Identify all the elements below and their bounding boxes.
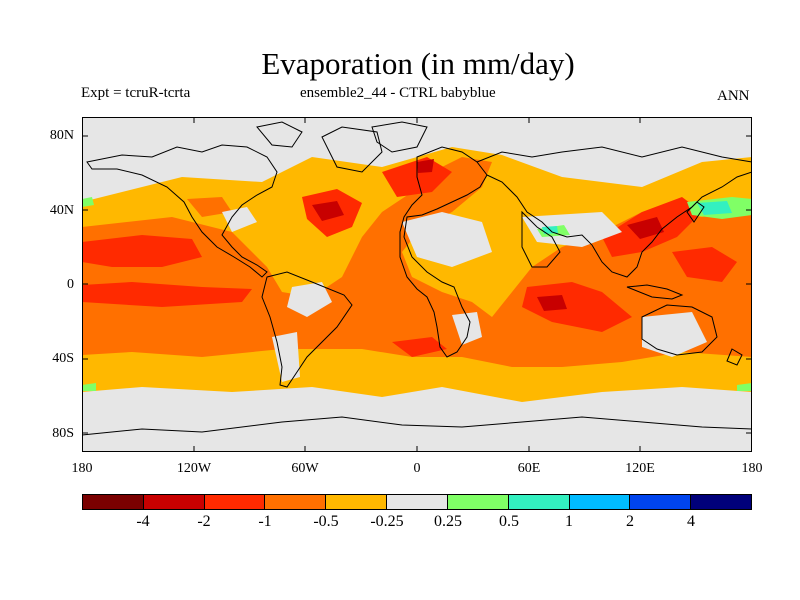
colorbar	[82, 494, 752, 510]
colorbar-label: 2	[626, 513, 634, 530]
colorbar-swatch	[447, 494, 509, 510]
colorbar-label: -2	[197, 513, 211, 530]
lon-label-60w: 60W	[291, 461, 319, 476]
lon-label-120w: 120W	[176, 461, 212, 476]
lon-label-180e: 180	[741, 461, 763, 476]
colorbar-label: 0.5	[499, 513, 519, 530]
colorbar-label: 0.25	[434, 513, 462, 530]
ensemble-label: ensemble2_44 - CTRL babyblue	[300, 85, 496, 101]
colorbar-swatch	[569, 494, 631, 510]
season-label: ANN	[717, 88, 750, 104]
lon-label-120e: 120E	[625, 461, 655, 476]
colorbar-swatch	[265, 494, 327, 510]
colorbar-swatch	[508, 494, 570, 510]
lat-label-40n: 40N	[49, 203, 74, 218]
colorbar-label: -4	[136, 513, 150, 530]
lat-label-40s: 40S	[52, 351, 74, 366]
colorbar-swatch	[326, 494, 388, 510]
colorbar-swatch	[143, 494, 205, 510]
plot-title: Evaporation (in mm/day)	[261, 46, 575, 81]
coastlines	[82, 121, 752, 436]
lat-label-80s: 80S	[52, 426, 74, 441]
colorbar-label: -0.25	[370, 513, 404, 530]
colorbar-label: -0.5	[313, 513, 339, 530]
lon-label-180w: 180	[71, 461, 93, 476]
colorbar-swatch	[630, 494, 692, 510]
experiment-label: Expt = tcruR-tcrta	[81, 85, 191, 101]
colorbar-swatch	[204, 494, 266, 510]
evaporation-map	[82, 117, 752, 452]
lon-label-0: 0	[413, 461, 421, 476]
colorbar-swatch	[691, 494, 752, 510]
colorbar-swatch	[387, 494, 448, 510]
lat-label-80n: 80N	[49, 128, 74, 143]
colorbar-label: -1	[258, 513, 272, 530]
lat-label-0: 0	[67, 277, 74, 292]
lon-label-60e: 60E	[517, 461, 541, 476]
colorbar-label: 1	[565, 513, 573, 530]
colorbar-swatch	[82, 494, 144, 510]
colorbar-label: 4	[687, 513, 695, 530]
